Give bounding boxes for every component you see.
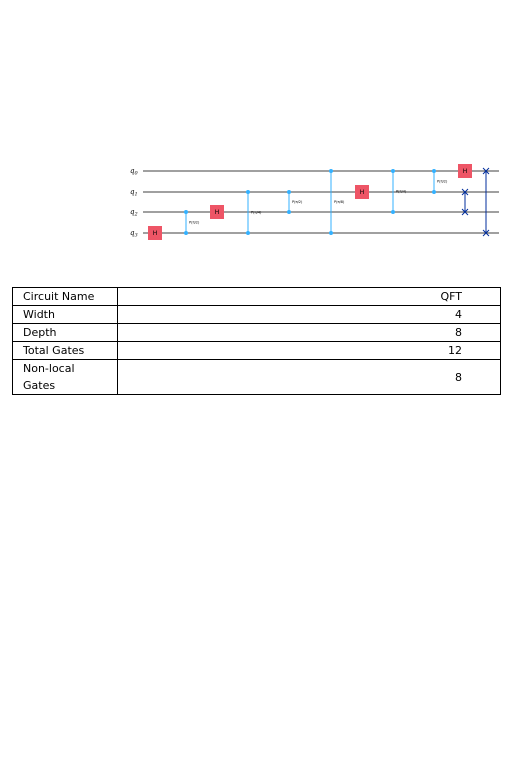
h-gate [148, 226, 162, 240]
h-gate [355, 185, 369, 199]
cphase-label: P(π/8) [334, 200, 345, 204]
row-value-depth: 8 [117, 323, 501, 342]
h-gate-label: H [463, 168, 468, 175]
table-row: Non-local Gates 8 [12, 359, 501, 395]
row-key-width: Width [12, 305, 118, 324]
cphase-control-dot [391, 210, 395, 214]
swap-cross-mark [482, 167, 490, 175]
qft-circuit-diagram: q0 q1 q2 q3 H P(π/2) H P(π/4) P(π/2) P(π/8) H P(π/4… [130, 164, 499, 240]
h-gate-label: H [360, 189, 365, 196]
row-key-total-gates: Total Gates [12, 341, 118, 360]
row-value-circuit-name: QFT [117, 287, 501, 306]
cphase-label: P(π/4) [396, 190, 407, 194]
h-gate [210, 205, 224, 219]
row-key-non-local-gates: Non-local Gates [12, 359, 118, 395]
cphase-control-dot [246, 231, 250, 235]
h-gate-label: H [153, 230, 158, 237]
cphase-label: P(π/2) [292, 200, 303, 204]
table-row: Depth 8 [12, 323, 501, 342]
qubit-label: q3 [130, 229, 138, 239]
cphase-control-dot [432, 190, 436, 194]
cphase-label: P(π/2) [437, 180, 448, 184]
table-row: Total Gates 12 [12, 341, 501, 360]
row-key-circuit-name: Circuit Name [12, 287, 118, 306]
circuit-info-table: Circuit Name QFT Width 4 Depth 8 Total G… [12, 287, 501, 395]
cphase-label: P(π/4) [251, 211, 262, 215]
cphase-control-dot [287, 210, 291, 214]
h-gate [458, 164, 472, 178]
qubit-label: q2 [130, 208, 138, 218]
cphase-label: P(π/2) [189, 221, 200, 225]
cphase-target-dot [287, 190, 291, 194]
table-row: Width 4 [12, 305, 501, 324]
table-row: Circuit Name QFT [12, 287, 501, 306]
cphase-target-dot [329, 169, 333, 173]
swap-cross-mark [461, 188, 469, 196]
row-value-non-local-gates: 8 [117, 359, 501, 395]
h-gate-label: H [215, 209, 220, 216]
row-value-total-gates: 12 [117, 341, 501, 360]
swap-cross-mark [482, 229, 490, 237]
row-value-width: 4 [117, 305, 501, 324]
swap-cross-mark [461, 208, 469, 216]
cphase-target-dot [184, 210, 188, 214]
cphase-target-dot [432, 169, 436, 173]
cphase-target-dot [391, 169, 395, 173]
row-key-depth: Depth [12, 323, 118, 342]
qubit-label: q0 [130, 167, 138, 177]
cphase-target-dot [246, 190, 250, 194]
cphase-control-dot [184, 231, 188, 235]
qubit-label: q1 [130, 188, 138, 198]
cphase-control-dot [329, 231, 333, 235]
